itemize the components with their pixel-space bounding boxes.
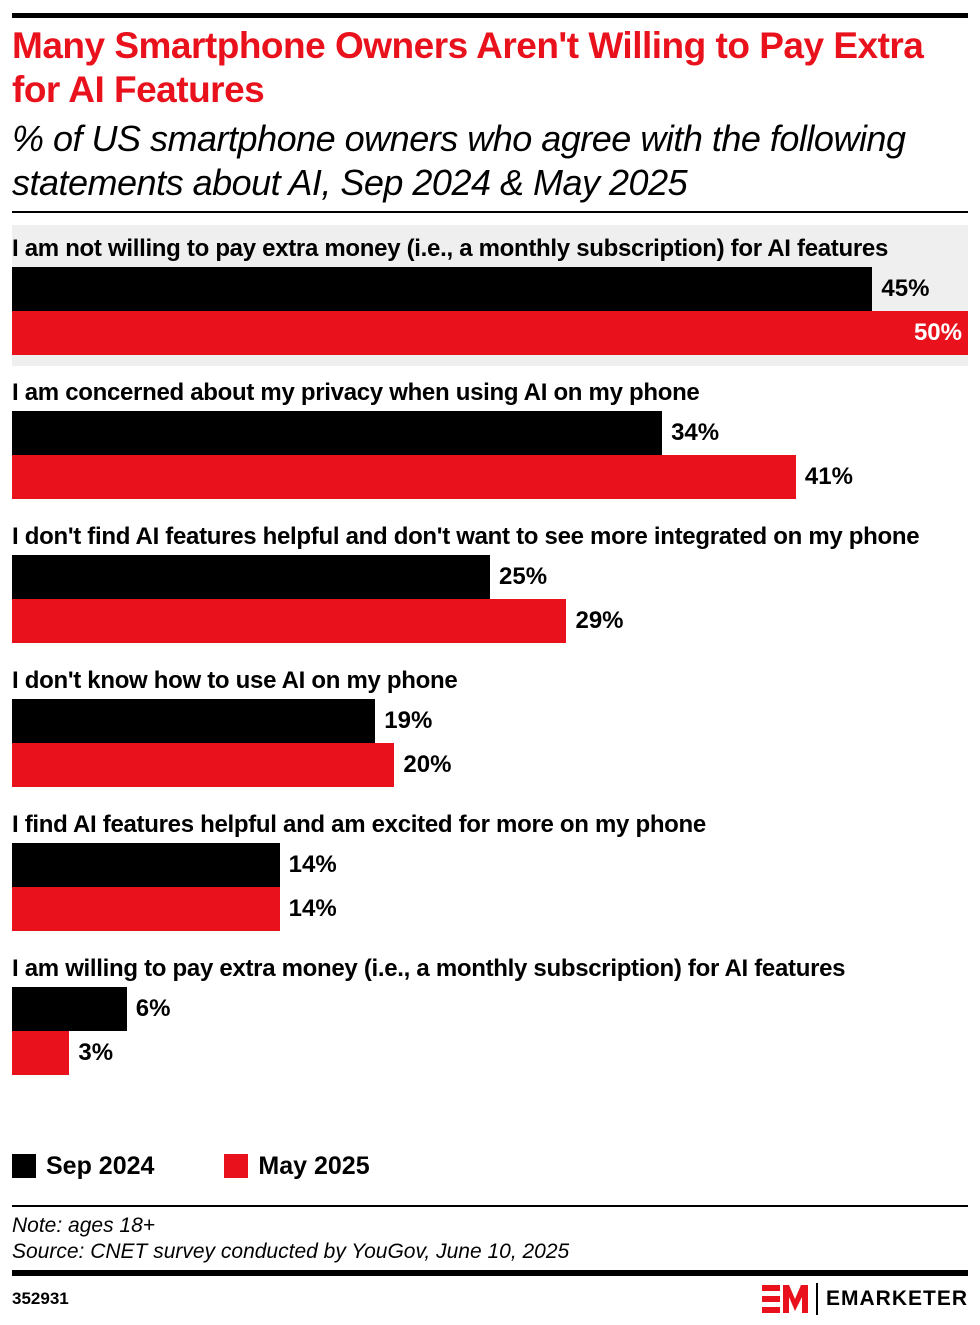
- chart-subtitle: % of US smartphone owners who agree with…: [12, 118, 906, 203]
- brand-name: EMARKETER: [825, 1287, 968, 1310]
- bar-row: 45%: [12, 267, 968, 311]
- bar-row: 29%: [12, 599, 968, 643]
- category-group: I am not willing to pay extra money (i.e…: [12, 225, 968, 366]
- category-label: I am concerned about my privacy when usi…: [12, 379, 700, 406]
- data-label: 20%: [403, 751, 452, 778]
- bar-sep-2024: [12, 987, 127, 1031]
- bar-row: 41%: [12, 455, 968, 499]
- bar-may-2025: [12, 887, 280, 931]
- data-label: 3%: [78, 1039, 114, 1066]
- bar-row: 19%: [12, 699, 968, 743]
- bar-may-2025: [12, 455, 796, 499]
- bottom-rule: [12, 1270, 968, 1276]
- bar-sep-2024: [12, 699, 376, 743]
- logo-separator: [815, 1283, 818, 1315]
- top-rule: [12, 13, 968, 18]
- legend: Sep 2024 May 2025: [12, 1152, 370, 1180]
- bar-row: 50%: [12, 311, 968, 355]
- category-group: I am willing to pay extra money (i.e., a…: [12, 942, 968, 1086]
- emarketer-logo: EMARKETER: [761, 1283, 968, 1315]
- bar-row: 14%: [12, 843, 968, 887]
- legend-item-may-2025: May 2025: [224, 1152, 370, 1180]
- legend-swatch: [12, 1154, 36, 1178]
- category-label: I find AI features helpful and am excite…: [12, 811, 706, 838]
- bar-may-2025: [12, 311, 968, 355]
- bar-sep-2024: [12, 267, 873, 311]
- bar-sep-2024: [12, 411, 663, 455]
- notes: Note: ages 18+ Source: CNET survey condu…: [12, 1213, 569, 1265]
- category-group: I find AI features helpful and am excite…: [12, 798, 968, 942]
- bar-sep-2024: [12, 555, 490, 599]
- chart-title: Many Smartphone Owners Aren't Willing to…: [12, 25, 924, 110]
- subtitle-rule: [12, 211, 968, 213]
- chart-id: 352931: [12, 1289, 69, 1308]
- category-group: I am concerned about my privacy when usi…: [12, 366, 968, 510]
- category-group: I don't find AI features helpful and don…: [12, 510, 968, 654]
- bar-may-2025: [12, 1031, 70, 1075]
- category-label: I don't find AI features helpful and don…: [12, 523, 920, 550]
- data-label: 34%: [671, 419, 720, 446]
- bar-row: 6%: [12, 987, 968, 1031]
- data-label: 50%: [913, 319, 962, 346]
- data-label: 29%: [575, 607, 624, 634]
- bar-row: 14%: [12, 887, 968, 931]
- legend-label: May 2025: [258, 1152, 370, 1180]
- bar-may-2025: [12, 743, 395, 787]
- bar-sep-2024: [12, 843, 280, 887]
- data-label: 14%: [288, 895, 337, 922]
- bar-row: 3%: [12, 1031, 968, 1075]
- category-group: I don't know how to use AI on my phone 19…: [12, 654, 968, 798]
- legend-item-sep-2024: Sep 2024: [12, 1152, 154, 1180]
- bar-row: 20%: [12, 743, 968, 787]
- bar-may-2025: [12, 599, 567, 643]
- data-label: 41%: [804, 463, 853, 490]
- em-logo-icon: [761, 1285, 808, 1313]
- data-label: 25%: [499, 563, 548, 590]
- data-label: 19%: [384, 707, 433, 734]
- category-label: I don't know how to use AI on my phone: [12, 667, 458, 694]
- source-text: Source: CNET survey conducted by YouGov,…: [12, 1240, 570, 1263]
- data-label: 14%: [288, 851, 337, 878]
- legend-swatch: [224, 1154, 249, 1178]
- data-label: 6%: [135, 995, 171, 1022]
- data-label: 45%: [881, 275, 930, 302]
- category-label: I am willing to pay extra money (i.e., a…: [12, 955, 846, 982]
- bar-row: 25%: [12, 555, 968, 599]
- bar-chart: I am not willing to pay extra money (i.e…: [12, 225, 968, 1086]
- note-text: Note: ages 18+: [12, 1214, 156, 1237]
- note-rule: [12, 1205, 968, 1207]
- legend-label: Sep 2024: [46, 1152, 155, 1180]
- category-label: I am not willing to pay extra money (i.e…: [12, 235, 888, 262]
- bar-row: 34%: [12, 411, 968, 455]
